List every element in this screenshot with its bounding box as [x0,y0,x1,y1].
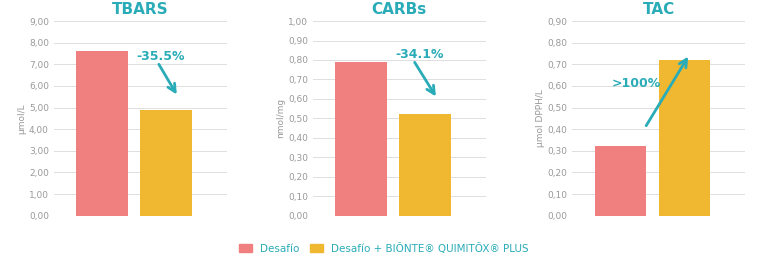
Bar [141,110,192,216]
Bar [76,51,128,216]
Title: CARBs: CARBs [372,2,427,17]
Text: >100%: >100% [611,77,660,90]
Bar [399,114,452,216]
Title: TAC: TAC [643,2,674,17]
Bar [336,62,387,216]
Text: -34.1%: -34.1% [396,48,445,61]
Text: -35.5%: -35.5% [137,49,185,63]
Y-axis label: μmol/L: μmol/L [17,103,26,134]
Bar [594,146,647,216]
Bar [659,60,710,216]
Legend: Desafío, Desafío + BIÕNTE® QUIMITÕX® PLUS: Desafío, Desafío + BIÕNTE® QUIMITÕX® PLU… [235,239,533,258]
Y-axis label: nmol/mg: nmol/mg [276,98,286,138]
Title: TBARS: TBARS [112,2,168,17]
Y-axis label: μmol DPPH/L: μmol DPPH/L [535,89,545,147]
